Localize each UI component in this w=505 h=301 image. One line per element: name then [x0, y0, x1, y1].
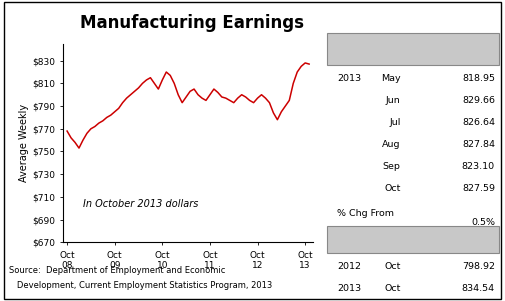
Text: 2013: 2013: [337, 74, 362, 83]
Text: 2012: 2012: [337, 262, 362, 271]
Text: May: May: [381, 74, 400, 83]
Text: % Chg From: % Chg From: [337, 209, 394, 218]
Text: 2013: 2013: [337, 284, 362, 293]
Text: 826.64: 826.64: [462, 118, 495, 127]
Text: 834.54: 834.54: [462, 284, 495, 293]
Text: Month Ago: Month Ago: [337, 228, 388, 237]
Text: Sep: Sep: [383, 162, 400, 171]
Text: seasonally adjusted: seasonally adjusted: [365, 44, 462, 54]
Text: Oct: Oct: [384, 284, 400, 293]
Text: 829.66: 829.66: [462, 96, 495, 105]
Text: 0.5%: 0.5%: [471, 218, 495, 227]
Y-axis label: Average Weekly: Average Weekly: [19, 104, 29, 182]
Text: 798.92: 798.92: [462, 262, 495, 271]
Text: Oct: Oct: [384, 184, 400, 193]
Text: Jul: Jul: [389, 118, 400, 127]
Text: 818.95: 818.95: [462, 74, 495, 83]
Text: Jun: Jun: [386, 96, 400, 105]
Text: 823.10: 823.10: [462, 162, 495, 171]
Text: 827.59: 827.59: [462, 184, 495, 193]
Text: Source:  Department of Employment and Economic: Source: Department of Employment and Eco…: [9, 266, 225, 275]
Text: Oct: Oct: [384, 262, 400, 271]
Text: In October 2013 dollars: In October 2013 dollars: [83, 199, 198, 209]
Text: unadjusted: unadjusted: [386, 234, 440, 245]
Text: Development, Current Employment Statistics Program, 2013: Development, Current Employment Statisti…: [9, 281, 272, 290]
Text: Manufacturing Earnings: Manufacturing Earnings: [80, 14, 304, 32]
Text: Aug: Aug: [382, 140, 400, 149]
Text: 827.84: 827.84: [462, 140, 495, 149]
